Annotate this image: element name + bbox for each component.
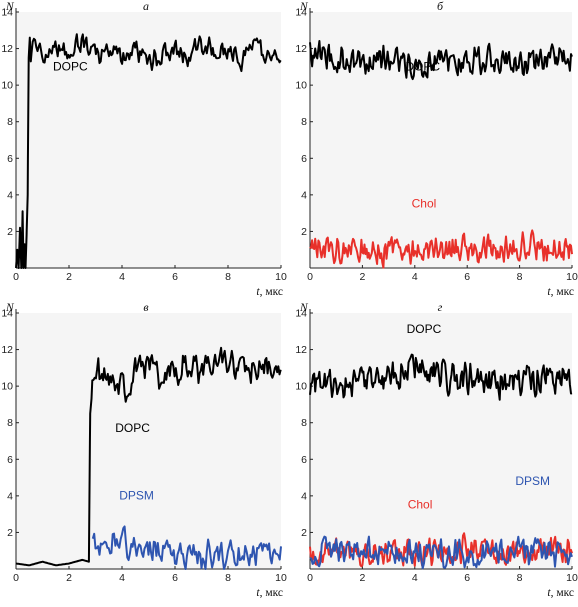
series-line-dopc [309, 353, 573, 401]
y-tick-label: 14 [1, 308, 13, 320]
y-tick-label: 4 [301, 189, 307, 201]
x-tick-label: 10 [566, 572, 578, 584]
x-tick-label: 8 [517, 572, 523, 584]
y-tick-label: 4 [7, 189, 13, 201]
y-tick-label: 12 [295, 344, 307, 356]
x-tick-label: 10 [275, 271, 287, 283]
y-tick-label: 8 [301, 417, 307, 429]
x-tick-label: 2 [66, 572, 72, 584]
y-tick-label: 6 [301, 454, 307, 466]
series-label-dpsm: DPSM [119, 489, 154, 503]
y-tick-label: 10 [1, 80, 13, 92]
x-tick-label: 4 [119, 271, 125, 283]
x-tick-label: 10 [566, 271, 578, 283]
series-line-dopc [15, 33, 282, 269]
x-axis-label: t, мкс [547, 587, 574, 599]
x-tick-label: 4 [119, 572, 125, 584]
y-axis-label: N [5, 1, 15, 13]
panel-label: в [143, 300, 148, 314]
x-tick-label: 6 [464, 271, 470, 283]
x-tick-label: 0 [307, 271, 313, 283]
x-axis-label: t, мкс [547, 286, 574, 298]
y-axis-label: N [299, 302, 309, 314]
y-tick-label: 8 [301, 116, 307, 128]
y-tick-label: 12 [1, 344, 13, 356]
x-tick-label: 0 [13, 271, 19, 283]
x-tick-label: 2 [359, 572, 365, 584]
x-tick-label: 2 [66, 271, 72, 283]
y-tick-label: 14 [295, 7, 307, 19]
y-tick-label: 2 [301, 226, 307, 238]
y-tick-label: 6 [7, 454, 13, 466]
panel-label: а [143, 0, 149, 13]
chart-panel-4: 2 4 6 8 10 12 14 0 2 4 6 8 10 Nt, мкс г DOPC Chol DPSM [295, 300, 578, 599]
y-tick-label: 8 [7, 417, 13, 429]
y-tick-label: 2 [7, 527, 13, 539]
chart-panel-3: 2 4 6 8 10 12 14 0 2 4 6 8 10 Nt, мкс в DOPC DPSM [1, 300, 287, 599]
x-tick-label: 8 [225, 271, 231, 283]
x-tick-label: 2 [359, 271, 365, 283]
x-tick-label: 4 [412, 271, 418, 283]
series-line-dopc [309, 40, 573, 81]
series-line-dpsm [309, 535, 573, 570]
x-tick-label: 10 [275, 572, 287, 584]
series-label-dopc: DOPC [115, 421, 150, 435]
x-tick-label: 0 [307, 572, 313, 584]
panel-label: б [437, 0, 444, 13]
y-tick-label: 10 [1, 381, 13, 393]
x-tick-label: 6 [172, 271, 178, 283]
x-tick-label: 8 [517, 271, 523, 283]
y-tick-label: 2 [301, 527, 307, 539]
series-label-dopc: DOPC [407, 322, 442, 336]
series-line-dopc [15, 346, 282, 567]
panel-label: г [438, 300, 443, 314]
x-tick-label: 8 [225, 572, 231, 584]
y-tick-label: 6 [7, 153, 13, 165]
x-tick-label: 0 [13, 572, 19, 584]
y-tick-label: 10 [295, 80, 307, 92]
chart-panel-1: 2 4 6 8 10 12 14 0 2 4 6 8 10 Nt, мкс а DOPC [1, 0, 287, 298]
series-label-dopc: DOPC [405, 60, 440, 74]
series-label-chol: Chol [408, 498, 433, 512]
series-line-dpsm [91, 525, 282, 570]
y-axis-label: N [299, 1, 309, 13]
chart-panel-2: 2 4 6 8 10 12 14 0 2 4 6 8 10 Nt, мкс б DOPC Chol [295, 0, 578, 298]
y-axis-label: N [5, 302, 15, 314]
x-tick-label: 4 [412, 572, 418, 584]
y-tick-label: 14 [295, 308, 307, 320]
y-tick-label: 10 [295, 381, 307, 393]
y-tick-label: 12 [295, 43, 307, 55]
y-tick-label: 6 [301, 153, 307, 165]
series-label-chol: Chol [412, 197, 437, 211]
y-tick-label: 8 [7, 116, 13, 128]
y-tick-label: 2 [7, 226, 13, 238]
y-tick-label: 4 [301, 490, 307, 502]
series-label-dopc: DOPC [53, 60, 88, 74]
y-tick-label: 4 [7, 490, 13, 502]
series-label-dpsm: DPSM [515, 474, 550, 488]
x-axis-label: t, мкс [256, 587, 283, 599]
plot-area [16, 313, 281, 569]
x-tick-label: 6 [172, 572, 178, 584]
plot-area [310, 313, 572, 569]
x-tick-label: 6 [464, 572, 470, 584]
y-tick-label: 12 [1, 43, 13, 55]
x-axis-label: t, мкс [256, 286, 283, 298]
series-line-chol [309, 229, 573, 269]
y-tick-label: 14 [1, 7, 13, 19]
